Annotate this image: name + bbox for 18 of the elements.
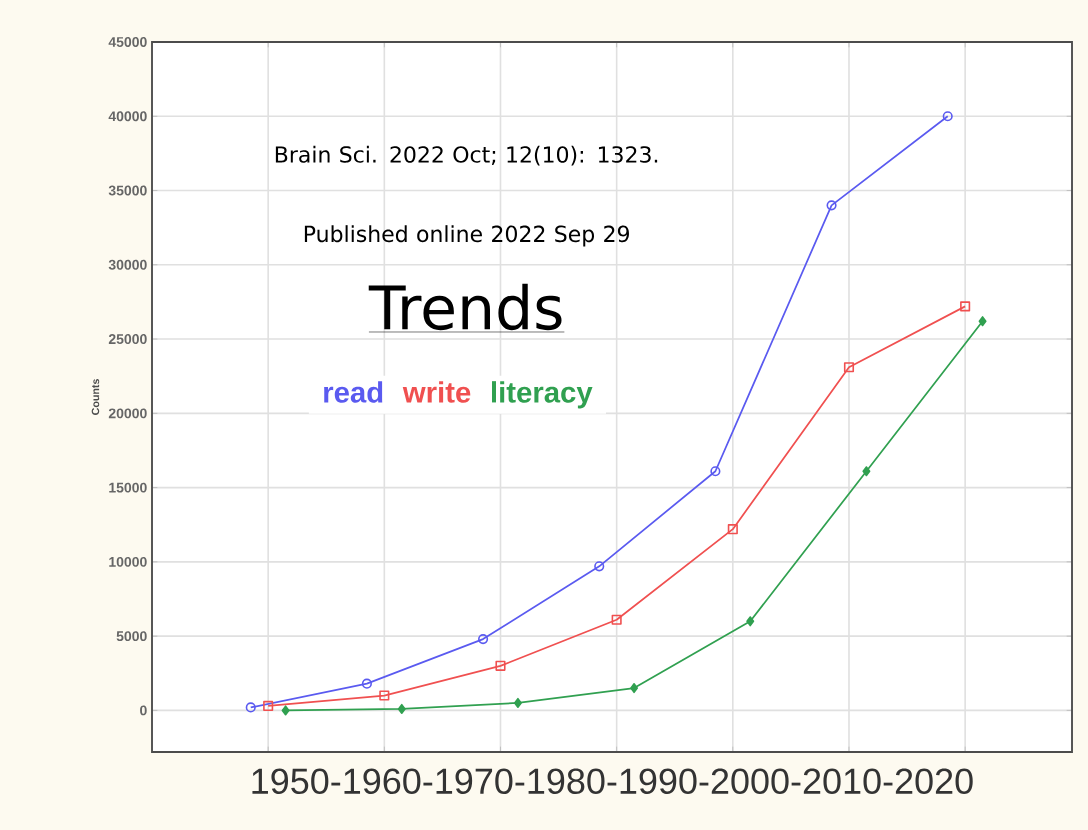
text: write (402, 381, 471, 403)
text: literacy (492, 381, 593, 409)
y-tick-label: 40000 (108, 111, 147, 122)
x-axis-title: 1950-1960-1970-1980-1990-2000-2010-2020 (252, 768, 973, 795)
y-tick-label: 15000 (109, 482, 147, 493)
y-tick-label: 5000 (116, 631, 147, 642)
annotation: Published online 2022 Sep 29 (304, 225, 629, 247)
y-tick-label: 20000 (108, 408, 147, 419)
y-tick-label: 25000 (108, 334, 147, 345)
y-axis-title: Counts (91, 379, 100, 415)
text: read (324, 381, 383, 403)
y-tick-label: 35000 (108, 185, 147, 196)
annotation: Brain Sci. 2022 Oct; 12(10): 1323. (275, 145, 658, 166)
y-tick-label: 10000 (109, 556, 147, 567)
y-tick-label: 45000 (108, 37, 147, 47)
text: Trends (368, 283, 562, 331)
y-tick-label: 0 (140, 705, 147, 716)
y-tick-label: 30000 (108, 259, 147, 270)
